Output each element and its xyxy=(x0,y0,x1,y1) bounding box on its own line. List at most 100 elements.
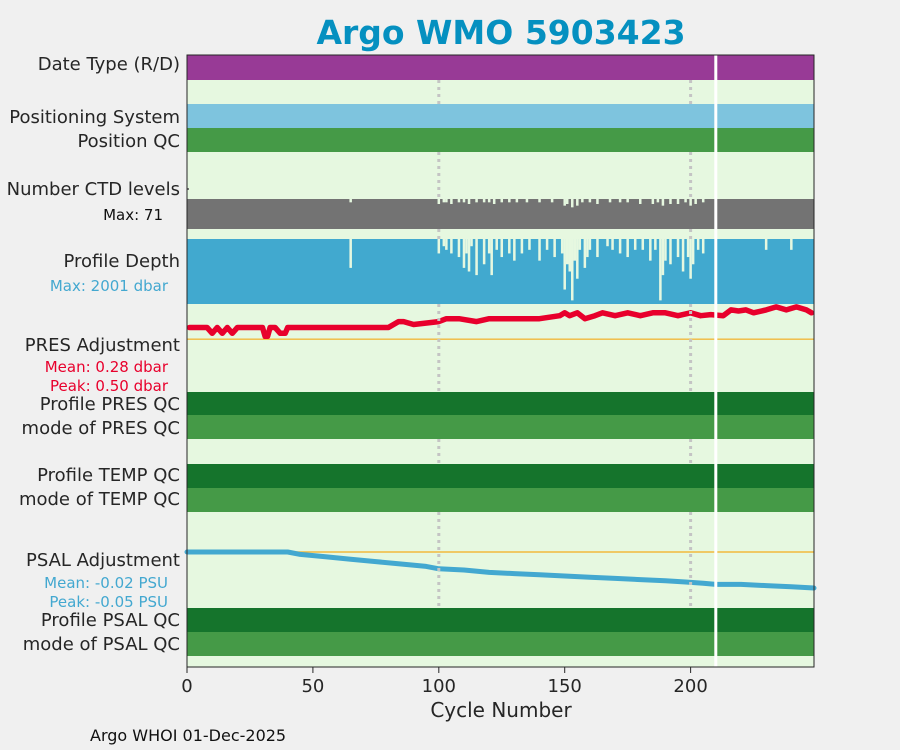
label-profile-temp-qc: Profile TEMP QC xyxy=(37,465,180,486)
lines-layer xyxy=(184,304,817,591)
band-ctd-levels xyxy=(187,199,814,229)
profile-depth-dip xyxy=(654,239,657,250)
ctd-levels-dip xyxy=(467,199,471,204)
profile-depth-dip xyxy=(467,239,471,272)
profile-depth-dip xyxy=(641,239,645,250)
label-profile-psal-qc: Profile PSAL QC xyxy=(41,610,180,631)
ctd-levels-dip xyxy=(596,199,599,204)
profile-depth-dip xyxy=(790,239,793,250)
band-date-type xyxy=(187,55,814,80)
profile-depth-dip xyxy=(568,239,572,272)
ctd-levels-dip xyxy=(581,199,584,203)
profile-depth-dip xyxy=(578,239,582,250)
ctd-levels-dip xyxy=(651,199,655,204)
ctd-levels-dip xyxy=(608,199,612,203)
profile-depth-dip xyxy=(538,239,541,261)
ctd-levels-dip xyxy=(661,199,665,206)
profile-depth-dip xyxy=(681,239,685,272)
ctd-levels-dip xyxy=(638,199,642,204)
psal-adjustment-peak: Peak: -0.05 PSU xyxy=(49,593,168,611)
ctd-levels-dip xyxy=(445,199,448,203)
ctd-levels-max: Max: 71 xyxy=(103,206,163,224)
profile-depth-dip xyxy=(560,239,564,254)
label-positioning-system: Positioning System xyxy=(9,107,180,128)
profile-depth-dip xyxy=(626,239,629,258)
profile-depth-dip xyxy=(500,239,504,258)
chart-title: Argo WMO 5903423 xyxy=(316,13,685,52)
label-ctd-levels: Number CTD levels xyxy=(7,179,180,200)
profile-depth-dip xyxy=(686,239,690,258)
profile-depth-dip xyxy=(618,239,622,254)
profile-depth-dip xyxy=(586,239,589,258)
band-mode-psal-qc xyxy=(187,632,814,656)
ctd-levels-dip xyxy=(482,199,486,203)
ctd-levels-dip xyxy=(492,199,496,204)
psal-adjustment-line xyxy=(184,549,817,591)
spikes-layer xyxy=(349,199,793,301)
x-tick-label: 100 xyxy=(422,676,456,697)
profile-depth-dip xyxy=(450,239,453,254)
label-mode-pres-qc: mode of PRES QC xyxy=(22,418,180,439)
profile-depth-dip xyxy=(490,239,493,276)
profile-depth-dip xyxy=(513,239,516,261)
band-profile-psal-qc xyxy=(187,608,814,632)
pres-adjustment-peak: Peak: 0.50 dbar xyxy=(50,377,169,395)
ctd-levels-dip xyxy=(656,199,660,203)
plot-frame xyxy=(186,54,815,668)
profile-depth-dip xyxy=(545,239,549,250)
profile-depth-dip xyxy=(661,239,665,276)
label-profile-pres-qc: Profile PRES QC xyxy=(40,394,180,415)
ctd-levels-dip xyxy=(525,199,529,203)
profile-depth-dip xyxy=(487,239,491,254)
profile-depth-dip xyxy=(528,239,531,250)
ctd-levels-dip xyxy=(669,199,672,204)
ctd-levels-dip xyxy=(626,199,629,203)
profile-depth-dip xyxy=(576,239,579,279)
ctd-levels-dip xyxy=(462,199,466,203)
profile-depth-dip xyxy=(676,239,680,258)
profile-depth-dip xyxy=(588,239,592,250)
profile-depth-max: Max: 2001 dbar xyxy=(50,277,169,295)
profile-depth-dip xyxy=(482,239,486,265)
label-profile-depth: Profile Depth xyxy=(63,251,180,272)
ctd-levels-dip xyxy=(588,199,592,203)
band-profile-pres-qc xyxy=(187,392,814,415)
ctd-levels-dip xyxy=(550,199,554,203)
plot-background xyxy=(187,55,814,667)
profile-depth-dip xyxy=(445,239,448,250)
profile-depth-dip xyxy=(669,239,672,265)
profile-depth-dip xyxy=(696,239,700,250)
ctd-levels-dip xyxy=(457,199,461,203)
profile-depth-dip xyxy=(457,239,461,258)
pres-adjustment-line xyxy=(186,304,815,340)
ctd-levels-dip xyxy=(571,199,574,208)
profile-depth-dip xyxy=(691,239,695,265)
profile-depth-dip xyxy=(659,239,662,301)
profile-depth-dip xyxy=(596,239,599,258)
label-mode-psal-qc: mode of PSAL QC xyxy=(23,634,180,655)
ctd-levels-dip xyxy=(349,199,352,203)
profile-depth-dip xyxy=(462,239,466,268)
ctd-levels-dip xyxy=(694,199,697,204)
bands-layer xyxy=(187,55,814,656)
profile-depth-dip xyxy=(495,239,498,250)
label-pres-adjustment: PRES Adjustment xyxy=(25,335,180,356)
profile-depth-dip xyxy=(465,239,468,254)
ctd-levels-dip xyxy=(676,199,680,204)
profile-depth-dip xyxy=(520,239,524,254)
ctd-levels-dip xyxy=(450,199,453,204)
label-position-qc: Position QC xyxy=(77,131,180,152)
profile-depth-dip xyxy=(442,239,446,247)
ctd-levels-dip xyxy=(475,199,478,203)
profile-depth-dip xyxy=(470,239,473,247)
band-position-qc xyxy=(187,128,814,152)
band-mode-temp-qc xyxy=(187,488,814,512)
band-profile-temp-qc xyxy=(187,464,814,488)
profile-depth-dip xyxy=(563,239,566,290)
psal-adjustment-mean: Mean: -0.02 PSU xyxy=(44,574,168,592)
profile-depth-dip xyxy=(475,239,478,276)
x-axis-ticks: 0 50 100 150 200 xyxy=(181,667,708,697)
profile-depth-dip xyxy=(553,239,556,258)
ctd-levels-dip xyxy=(684,199,687,203)
ctd-levels-dip xyxy=(442,199,446,203)
